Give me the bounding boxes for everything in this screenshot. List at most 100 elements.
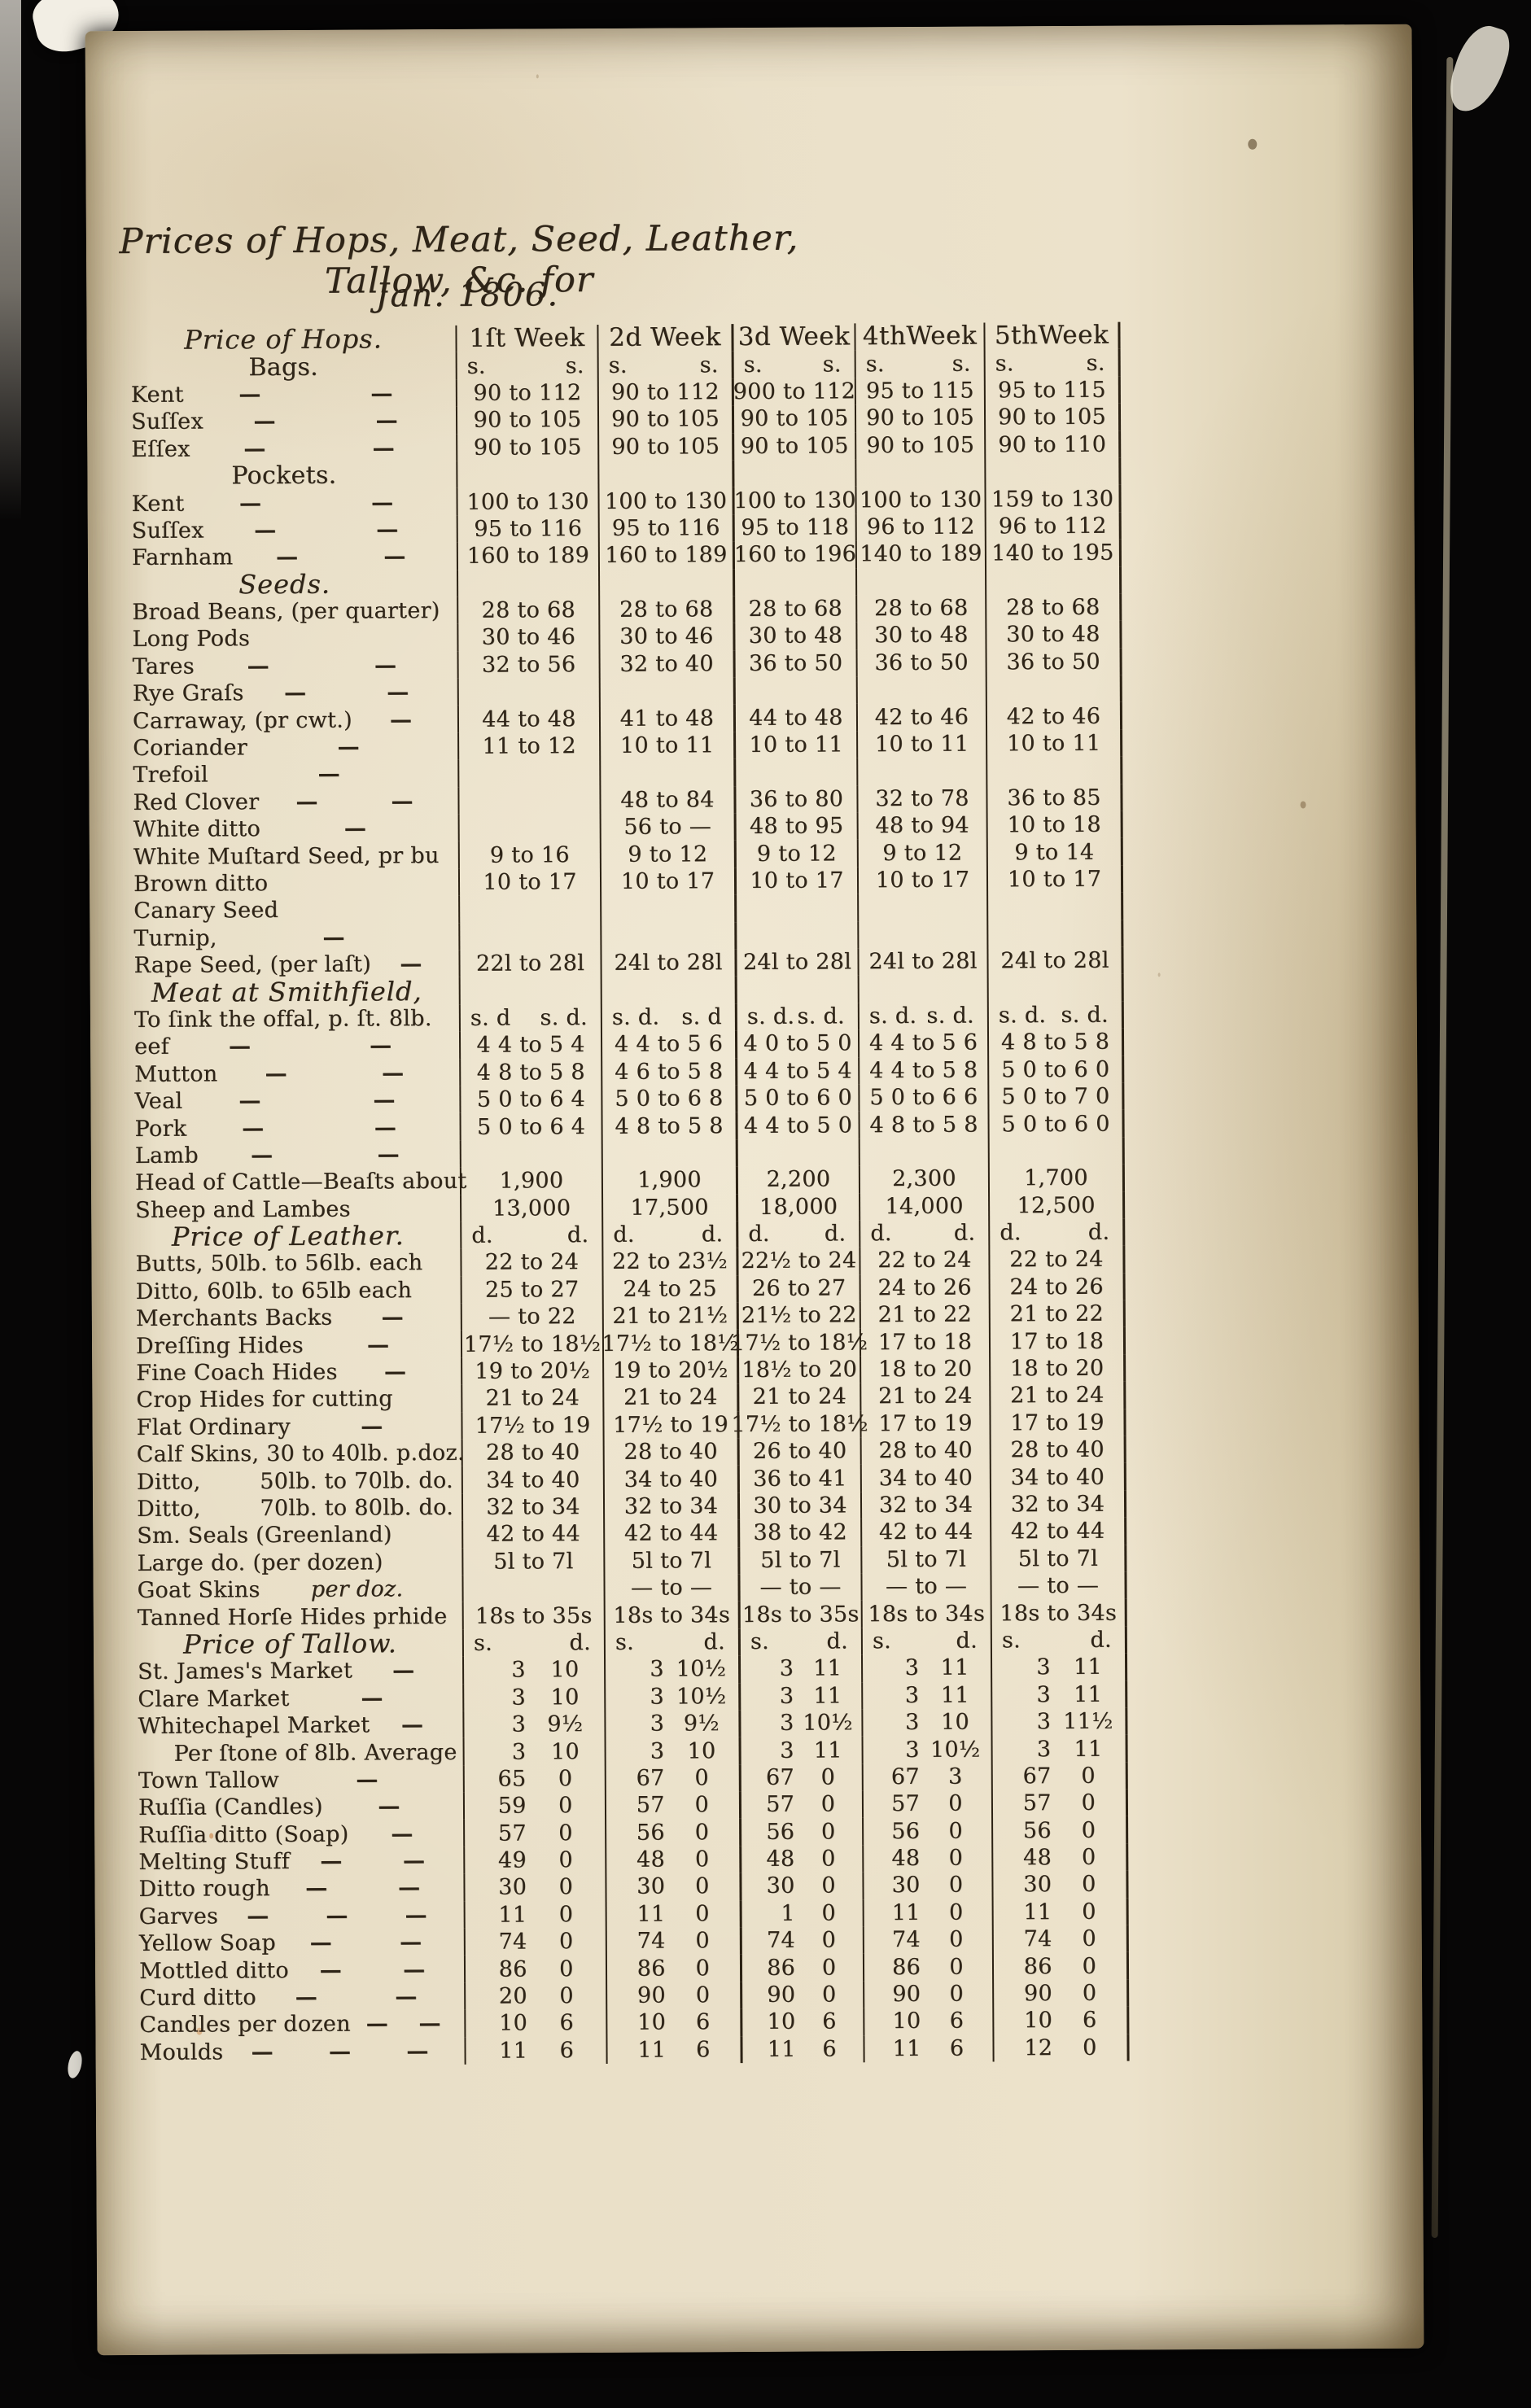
row-label: Per ſtone of 8lb. Average [173,1739,457,1767]
price-cell: 59 0 [462,1792,606,1820]
shillings-value: 49 [497,1847,527,1873]
price-cell: 30 to 34 [737,1492,861,1520]
price-cell: 5 0 to 6 8 [601,1085,736,1113]
row-label: Trefoil — [121,760,457,789]
shillings-value: 90 [767,1982,796,2008]
row-label: Carraway, (pr cwt.) — [121,706,457,735]
shillings-value: 67 [636,1765,665,1791]
price-cell: 65 0 [462,1764,605,1793]
price-cell: 10 to 17 [599,867,735,896]
price-cell: 3 11 [738,1681,862,1711]
filler-dash: — [361,1414,383,1440]
price-cell: 90 to 105 [731,404,855,433]
pence-value: 0 [821,1873,836,1899]
price-cell: 4 4 to 5 0 [735,1111,859,1139]
price-cell: 22l to 28l [458,949,601,978]
row-label: Garves — — — [128,1902,464,1931]
price-cell: 90 to 112 [597,378,732,407]
row-label: Broad Beans, (per quarter) [132,598,440,626]
pence-value: 6 [949,2008,965,2034]
pence-value: 0 [558,1766,573,1792]
price-cell [598,568,733,597]
price-cell: 4 8 to 5 8 [858,1110,988,1139]
price-cell: 28 to 68 [733,595,856,623]
price-cell: 57 0 [738,1790,863,1819]
price-cell: 86 0 [739,1953,864,1982]
filler-dash: — [343,815,366,841]
price-cell: 21 to 24 [860,1382,990,1410]
price-cell: s. d. s. d. [857,1002,987,1030]
price-cell: — to — [990,1571,1127,1600]
price-cell: 4 4 to 5 4 [458,1031,601,1060]
pence-value: 0 [821,1846,836,1872]
page-edge-fragment [65,2049,85,2080]
row-label: Seeds. [238,568,331,601]
row-label: Tares — — [121,652,457,681]
unit-label: d. [701,1221,724,1248]
shillings-value: 10 [1024,2008,1053,2034]
price-cell: 28 to 40 [860,1436,990,1465]
row-label: Price of Tallow. [182,1628,397,1660]
unit-label: s. [822,352,842,378]
price-cell [858,1138,988,1166]
price-cell: 9 to 16 [457,841,600,869]
price-cell: 5l to 7l [737,1545,861,1575]
pence-value: 0 [1082,1899,1096,1925]
price-cell: 5 0 to 6 0 [987,1109,1125,1138]
pence-value: 0 [821,1900,837,1926]
price-cell: 5 0 to 6 0 [987,1055,1125,1084]
shillings-value: 10 [498,2010,528,2037]
price-cell: 67 0 [738,1763,862,1792]
paper-stain [1248,138,1258,150]
shillings-value: 3 [650,1711,665,1737]
price-cell [599,758,734,787]
filler-dash: — [247,1903,269,1929]
unit-label: d. [1087,1219,1110,1245]
price-cell: s. d. [737,1628,861,1656]
filler-dash: — [383,544,406,570]
pence-value: 0 [694,1819,710,1846]
shillings-value: 74 [1023,1926,1052,1952]
unit-label: d. [566,1222,589,1248]
row-label: Ruſſia (Candles) — [127,1793,463,1822]
price-cell: 18s to 34s [860,1599,991,1628]
row-label: Suſſex — — [120,516,457,545]
price-cell: 10 6 [992,2006,1130,2035]
price-cell: 34 to 40 [602,1465,737,1493]
price-cell: 74 0 [991,1925,1129,1953]
row-label: Eſſex — — [120,434,456,463]
filler-dash: — [403,1956,426,1982]
filler-dash: — [319,1957,342,1983]
row-label: Whitechapel Market — [126,1711,462,1741]
shillings-value: 59 [497,1793,527,1819]
price-cell: s. d s. d. [458,1003,601,1033]
unit-label: s. [615,1629,635,1655]
price-cell: 67 0 [604,1763,739,1793]
shillings-value: 56 [1022,1817,1052,1843]
price-cell: 12,500 [988,1191,1126,1220]
price-cell: 5 0 to 7 0 [987,1082,1125,1111]
price-cell: 21½ to 22 [736,1301,860,1330]
price-cell: 22 to 24 [859,1246,989,1275]
price-cell: 32 to 34 [989,1490,1127,1519]
price-cell: s. s. [455,352,597,380]
pence-value: 0 [948,1818,963,1844]
price-cell: 48 to 95 [733,812,857,841]
price-cell: 36 to 50 [985,648,1122,676]
pence-value: 0 [949,1981,965,2007]
price-cell: 28 to 40 [989,1436,1126,1464]
filler-dash: — [309,1929,332,1956]
shillings-value: 3 [779,1656,794,1682]
shillings-value: 11 [767,2036,796,2062]
price-cell: d. d. [988,1218,1126,1247]
filler-dash: — [391,789,413,815]
row-label: Suſſex — — [120,407,456,436]
scan-left-edge [0,0,21,521]
price-cell: 13,000 [460,1194,602,1222]
shillings-value: 20 [498,1983,527,2009]
shillings-value: 3 [905,1737,920,1763]
unit-label: s. [872,1628,892,1654]
pence-value: 0 [558,1793,573,1819]
unit-label: d. [613,1221,635,1248]
shillings-value: 57 [497,1820,527,1846]
